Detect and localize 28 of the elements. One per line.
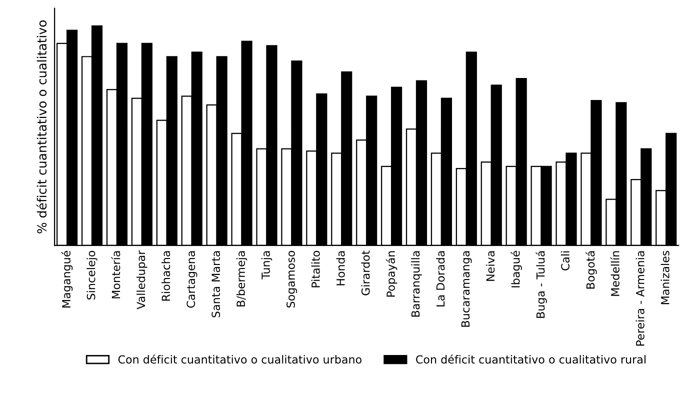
x-tick-label: Riohacha [162,251,170,301]
x-tick-label: Sogamoso [286,250,298,308]
x-tick-label: La Dorada [436,251,445,306]
x-tick-label: Girardot [361,250,370,296]
x-tick-label: Popayán [386,251,398,297]
x-tick-label: Tunja [261,251,272,280]
x-tick-label: Cali [560,251,570,270]
x-tick-label: Neiva [486,251,495,281]
legend-label: Con déficit cuantitativo o cualitativo urbano [118,354,362,364]
x-tick-label: Magangué [61,250,73,308]
x-tick-label: Manizales [660,250,670,304]
x-tick-label: Bucaramanga [461,251,472,327]
x-tick-label: Buga - Tuluá [536,251,547,318]
x-tick-label: Ibagué [510,250,522,288]
x-tick-label: Medellín [610,251,620,296]
x-tick-label: Sincelejo [86,250,98,300]
x-tick-label: Montería [111,251,120,298]
x-tick-label: Honda [336,251,345,286]
x-tick-label: Pitalito [311,250,320,288]
x-tick-label: Barranquilla [411,251,422,317]
x-tick-label: Pereira - Armenia [636,251,644,346]
x-tick-label: B/bermeja [236,251,248,306]
legend-label: Con déficit cuantitativo o cualitativo rural [416,354,646,364]
x-tick-label: Bogotá [586,251,597,289]
x-tick-label: Valledupar [136,250,148,310]
y-axis-title: % déficit cuantitativo o cualitativo [36,20,47,234]
x-tick-label: Santa Marta [212,251,220,318]
x-tick-label: Cartagena [186,251,198,308]
